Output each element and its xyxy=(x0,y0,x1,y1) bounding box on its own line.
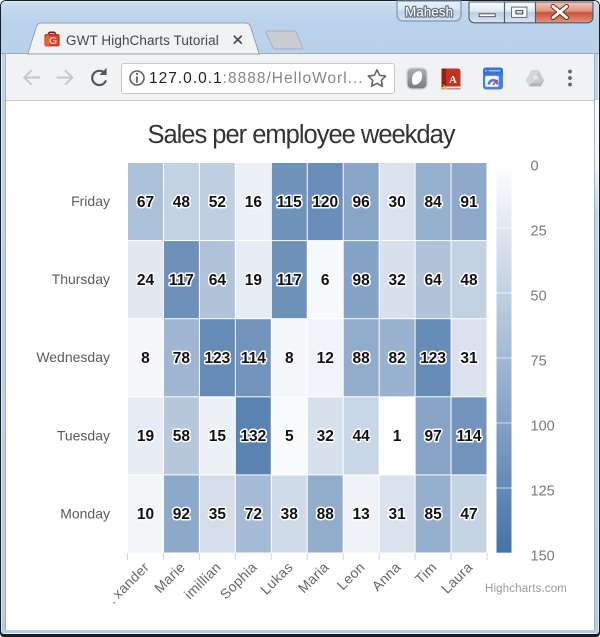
svg-text:Mahesh: Mahesh xyxy=(405,5,453,20)
svg-text:92: 92 xyxy=(173,506,190,523)
svg-text:imillian: imillian xyxy=(181,559,224,602)
svg-text:47: 47 xyxy=(460,506,477,523)
svg-text:24: 24 xyxy=(137,272,155,289)
svg-text:44: 44 xyxy=(353,428,371,445)
svg-text:117: 117 xyxy=(169,272,194,289)
svg-text:85: 85 xyxy=(424,506,442,523)
svg-text:1: 1 xyxy=(393,428,402,445)
svg-text:35: 35 xyxy=(209,506,227,523)
svg-text:25: 25 xyxy=(531,223,547,239)
svg-text:48: 48 xyxy=(173,194,191,211)
svg-text:13: 13 xyxy=(353,506,371,523)
svg-text:72: 72 xyxy=(245,506,262,523)
svg-text:Thursday: Thursday xyxy=(52,271,110,287)
svg-text:75: 75 xyxy=(531,353,547,369)
svg-text:114: 114 xyxy=(457,428,482,445)
svg-text:117: 117 xyxy=(277,272,302,289)
svg-text:Sophia: Sophia xyxy=(217,559,260,602)
svg-text:8: 8 xyxy=(285,350,294,367)
svg-text:30: 30 xyxy=(388,194,405,211)
svg-text:88: 88 xyxy=(353,350,371,367)
svg-text:Anna: Anna xyxy=(368,559,403,594)
svg-text:A: A xyxy=(449,74,457,86)
svg-text:Tim: Tim xyxy=(412,559,440,587)
svg-text:10: 10 xyxy=(137,506,154,523)
svg-text:78: 78 xyxy=(173,350,191,367)
svg-text:12: 12 xyxy=(317,350,334,367)
svg-text:Tuesday: Tuesday xyxy=(57,427,110,443)
svg-text:32: 32 xyxy=(388,272,405,289)
svg-text:123: 123 xyxy=(420,350,446,367)
svg-text:Lukas: Lukas xyxy=(257,559,296,598)
svg-text:5: 5 xyxy=(285,428,294,445)
svg-text:82: 82 xyxy=(388,350,405,367)
svg-text:91: 91 xyxy=(460,194,478,211)
svg-text:15: 15 xyxy=(209,428,227,445)
svg-text:48: 48 xyxy=(460,272,478,289)
svg-text:98: 98 xyxy=(353,272,371,289)
svg-text:84: 84 xyxy=(424,194,442,211)
svg-text:52: 52 xyxy=(209,194,226,211)
svg-text:100: 100 xyxy=(531,418,555,434)
svg-text:Maria: Maria xyxy=(295,559,332,596)
svg-text:. xander: . xander xyxy=(104,559,152,607)
svg-text:16: 16 xyxy=(245,194,263,211)
svg-text:88: 88 xyxy=(317,506,335,523)
svg-text:58: 58 xyxy=(173,428,191,445)
svg-text:Laura: Laura xyxy=(438,559,476,597)
svg-text:67: 67 xyxy=(137,194,154,211)
svg-text:64: 64 xyxy=(424,272,442,289)
svg-text:50: 50 xyxy=(531,288,547,304)
svg-text:Leon: Leon xyxy=(334,559,368,593)
svg-text:132: 132 xyxy=(240,428,266,445)
svg-text:96: 96 xyxy=(353,194,371,211)
svg-text:120: 120 xyxy=(312,194,338,211)
svg-text:0: 0 xyxy=(531,158,539,174)
svg-text:6: 6 xyxy=(321,272,330,289)
svg-text:31: 31 xyxy=(388,506,406,523)
svg-text:31: 31 xyxy=(460,350,478,367)
svg-text:64: 64 xyxy=(209,272,227,289)
svg-text:G: G xyxy=(49,35,57,47)
svg-text:125: 125 xyxy=(531,483,555,499)
svg-text:123: 123 xyxy=(204,350,230,367)
svg-text:19: 19 xyxy=(137,428,155,445)
svg-text:97: 97 xyxy=(424,428,441,445)
svg-text:Friday: Friday xyxy=(71,193,110,209)
svg-text:Highcharts.com: Highcharts.com xyxy=(485,583,567,595)
svg-text:38: 38 xyxy=(281,506,299,523)
svg-text:150: 150 xyxy=(531,548,555,564)
svg-text:Sales per employee weekday: Sales per employee weekday xyxy=(147,121,455,149)
svg-text:8: 8 xyxy=(141,350,150,367)
svg-text:Wednesday: Wednesday xyxy=(36,349,110,365)
svg-text:115: 115 xyxy=(277,194,302,211)
svg-text:Monday: Monday xyxy=(60,505,110,521)
svg-text:114: 114 xyxy=(241,350,266,367)
svg-text:32: 32 xyxy=(317,428,334,445)
svg-text:19: 19 xyxy=(245,272,263,289)
